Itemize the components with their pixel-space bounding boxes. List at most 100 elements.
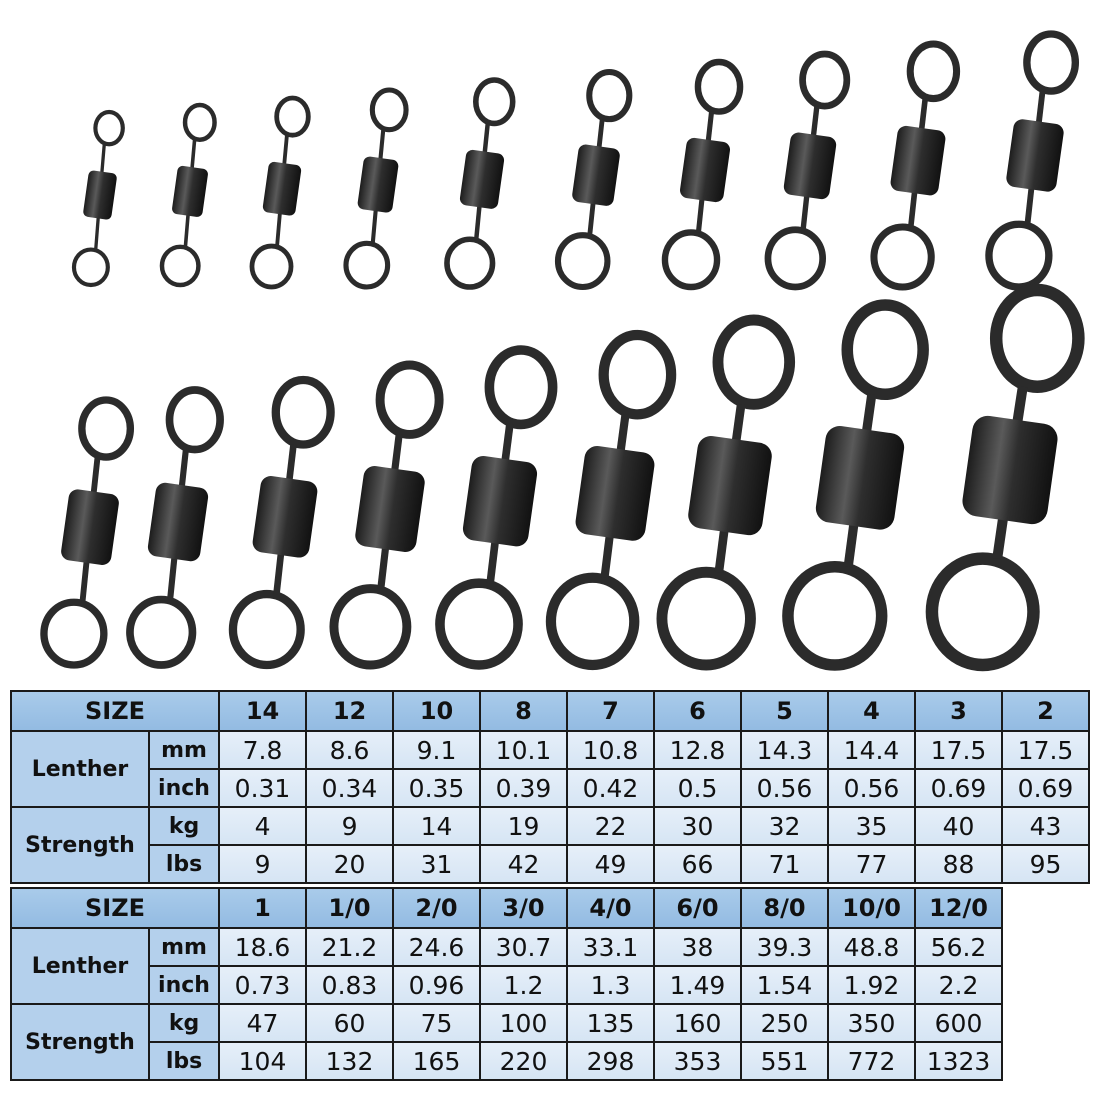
swivel-icon xyxy=(228,375,335,670)
inch-value: 1.49 xyxy=(653,965,743,1005)
size-cell: 4 xyxy=(827,690,917,732)
inch-value: 1.54 xyxy=(740,965,830,1005)
lbs-value: 71 xyxy=(740,844,830,884)
inch-value: 0.69 xyxy=(914,768,1004,808)
size-cell: 7 xyxy=(566,690,656,732)
inch-value: 0.73 xyxy=(218,965,308,1005)
swivel-icon xyxy=(249,95,311,290)
lbs-value: 772 xyxy=(827,1041,917,1081)
size-cell: 3/0 xyxy=(479,887,569,929)
mm-value: 30.7 xyxy=(479,927,569,967)
swivel-icon xyxy=(661,58,744,291)
size-cell: 5 xyxy=(740,690,830,732)
swivel-icon xyxy=(985,30,1080,291)
inch-value: 0.42 xyxy=(566,768,656,808)
lbs-value: 31 xyxy=(392,844,482,884)
size-cell: 4/0 xyxy=(566,887,656,929)
lbs-value: 9 xyxy=(218,844,308,884)
lbs-value: 1323 xyxy=(914,1041,1004,1081)
mm-value: 56.2 xyxy=(914,927,1004,967)
lbs-value: 88 xyxy=(914,844,1004,884)
swivel-icon xyxy=(329,360,444,670)
lbs-value: 49 xyxy=(566,844,656,884)
inch-value: 1.3 xyxy=(566,965,656,1005)
inch-value: 0.35 xyxy=(392,768,482,808)
size-cell: 14 xyxy=(218,690,308,732)
inch-value: 2.2 xyxy=(914,965,1004,1005)
inch-value: 0.69 xyxy=(1001,768,1091,808)
size-cell: 2/0 xyxy=(392,887,482,929)
size-table-2: SIZE 1 1/0 2/0 3/0 4/0 6/0 8/0 10/0 12/0 Lenther mm… xyxy=(9,887,1004,1081)
lbs-unit-label: lbs xyxy=(147,1041,221,1081)
size-table-1: SIZE 14 12 10 8 7 6 5 4 3 2 Lenther mm 7.8 8.6 9.1 10.1 1… xyxy=(9,690,1091,884)
size-cell: 12/0 xyxy=(914,887,1004,929)
mm-value: 10.1 xyxy=(479,730,569,770)
kg-value: 43 xyxy=(1001,806,1091,846)
swivel-icon xyxy=(343,87,409,290)
kg-row: Strength kg 47 60 75 100 135 160 250 350 600 xyxy=(10,1003,1004,1081)
swivel-icon xyxy=(554,68,633,291)
size-cell: 2 xyxy=(1001,690,1091,732)
inch-value: 0.34 xyxy=(305,768,395,808)
swivel-product-photo xyxy=(40,30,1085,672)
size-cell: 10 xyxy=(392,690,482,732)
size-row: SIZE 1 1/0 2/0 3/0 4/0 6/0 8/0 10/0 12/0 xyxy=(9,887,1004,929)
mm-value: 21.2 xyxy=(305,927,395,967)
inch-unit-label: inch xyxy=(147,965,221,1005)
size-cell: 8 xyxy=(479,690,569,732)
lbs-value: 132 xyxy=(305,1041,395,1081)
lbs-row: lbs 9 20 31 42 49 66 71 77 88 95 xyxy=(11,844,1091,884)
inch-value: 1.2 xyxy=(479,965,569,1005)
inch-value: 0.56 xyxy=(827,768,917,808)
inch-row: inch 0.73 0.83 0.96 1.2 1.3 1.49 1.54 1.92 2.2 xyxy=(11,965,1004,1005)
length-label: Lenther xyxy=(10,730,150,808)
swivel-icon xyxy=(159,102,217,288)
mm-value: 17.5 xyxy=(1001,730,1091,770)
inch-value: 0.96 xyxy=(392,965,482,1005)
kg-value: 9 xyxy=(305,806,395,846)
length-label: Lenther xyxy=(10,927,150,1005)
kg-unit-label: kg xyxy=(147,806,221,846)
size-header: SIZE xyxy=(9,887,221,929)
kg-value: 32 xyxy=(740,806,830,846)
mm-value: 14.4 xyxy=(827,730,917,770)
kg-value: 100 xyxy=(479,1003,569,1043)
lbs-value: 165 xyxy=(392,1041,482,1081)
size-cell: 10/0 xyxy=(827,887,917,929)
lbs-unit-label: lbs xyxy=(147,844,221,884)
inch-value: 1.92 xyxy=(827,965,917,1005)
kg-value: 60 xyxy=(305,1003,395,1043)
mm-unit-label: mm xyxy=(147,927,221,967)
lbs-value: 551 xyxy=(740,1041,830,1081)
inch-value: 0.5 xyxy=(653,768,743,808)
mm-value: 9.1 xyxy=(392,730,482,770)
swivel-icon xyxy=(870,40,961,291)
strength-label: Strength xyxy=(10,1003,150,1081)
swivel-icon xyxy=(782,299,929,671)
mm-value: 24.6 xyxy=(392,927,482,967)
size-cell: 6 xyxy=(653,690,743,732)
mm-value: 33.1 xyxy=(566,927,656,967)
swivel-icon xyxy=(764,50,851,291)
mm-value: 7.8 xyxy=(218,730,308,770)
inch-value: 0.83 xyxy=(305,965,395,1005)
swivel-icon xyxy=(925,283,1085,672)
kg-row: Strength kg 4 9 14 19 22 30 32 35 40 43 xyxy=(10,806,1091,884)
kg-value: 75 xyxy=(392,1003,482,1043)
size-cell: 12 xyxy=(305,690,395,732)
size-cell: 1 xyxy=(218,887,308,929)
kg-unit-label: kg xyxy=(147,1003,221,1043)
swivel-icon xyxy=(444,77,516,290)
lbs-value: 66 xyxy=(653,844,743,884)
mm-value: 18.6 xyxy=(218,927,308,967)
lbs-value: 220 xyxy=(479,1041,569,1081)
inch-row: inch 0.31 0.34 0.35 0.39 0.42 0.5 0.56 0.56 0.69 0… xyxy=(11,768,1091,808)
size-row: SIZE 14 12 10 8 7 6 5 4 3 2 xyxy=(9,690,1091,732)
size-cell: 6/0 xyxy=(653,887,743,929)
kg-value: 4 xyxy=(218,806,308,846)
mm-value: 14.3 xyxy=(740,730,830,770)
mm-value: 48.8 xyxy=(827,927,917,967)
mm-value: 8.6 xyxy=(305,730,395,770)
kg-value: 40 xyxy=(914,806,1004,846)
swivel-icon xyxy=(545,329,677,671)
